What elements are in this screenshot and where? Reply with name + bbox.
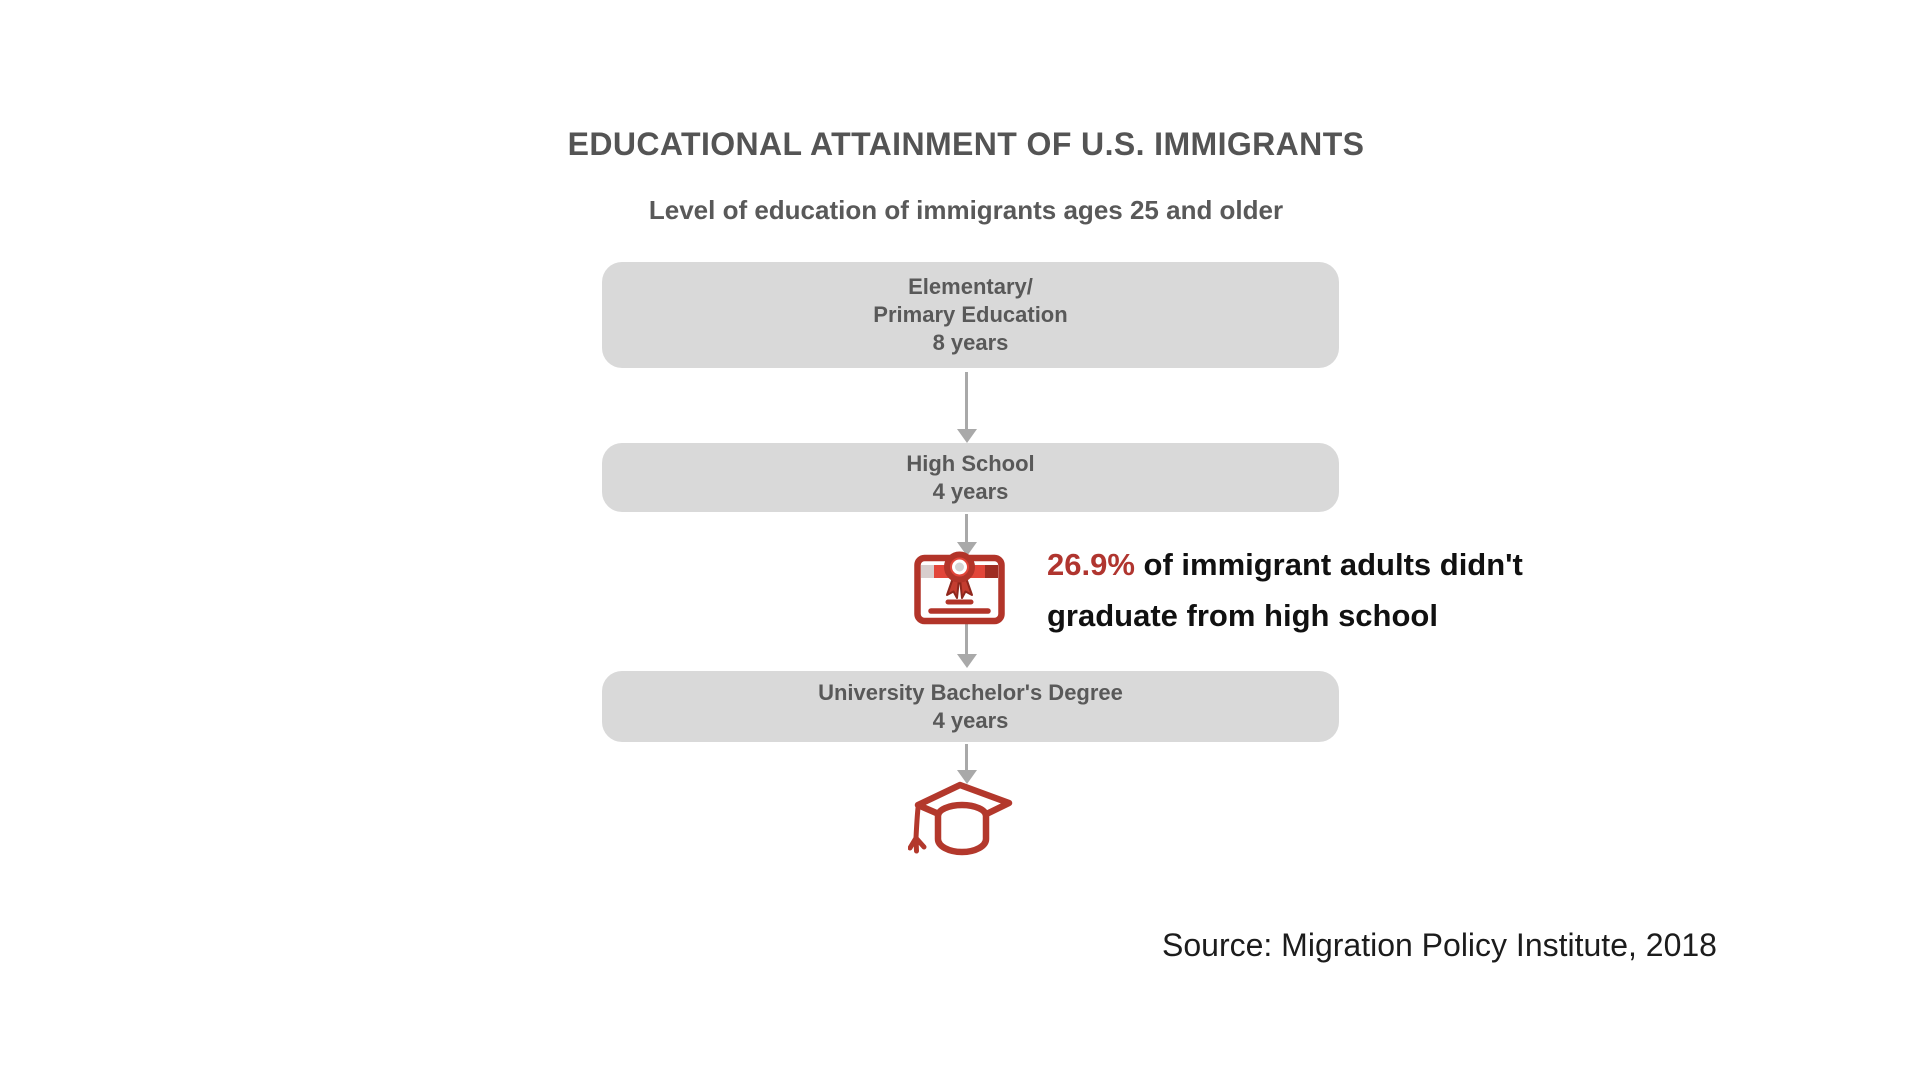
arrow-down-icon — [956, 372, 977, 443]
page-subtitle: Level of education of immigrants ages 25… — [648, 195, 1284, 225]
arrow-down-icon — [956, 744, 977, 784]
box-label-line: University Bachelor's Degree — [818, 679, 1123, 705]
arrow-down-icon — [956, 624, 977, 668]
arrow-shaft — [965, 624, 968, 654]
callout-line-2: graduate from high school — [1047, 598, 1438, 633]
flow-box-high-school: High School 4 years — [602, 443, 1339, 512]
box-label-line: 4 years — [932, 707, 1009, 733]
certificate-icon — [914, 551, 1005, 625]
callout-stat: 26.9% of immigrant adults didn't graduat… — [1047, 539, 1523, 641]
source-attribution: Source: Migration Policy Institute, 2018 — [1162, 927, 1717, 963]
callout-text: of immigrant adults didn't — [1134, 547, 1523, 582]
flow-box-elementary: Elementary/ Primary Education 8 years — [602, 262, 1339, 368]
box-label-line: Elementary/ — [908, 274, 1033, 299]
arrow-shaft — [965, 372, 968, 429]
arrow-head — [956, 429, 977, 443]
arrow-head — [956, 770, 977, 784]
flow-box-university: University Bachelor's Degree 4 years — [602, 671, 1339, 742]
callout-line-1: 26.9% of immigrant adults didn't — [1047, 539, 1523, 590]
box-label-line: High School — [906, 450, 1035, 476]
box-label-line: 4 years — [932, 478, 1009, 504]
stat-value: 26.9% — [1047, 547, 1135, 582]
arrow-shaft — [965, 744, 968, 770]
box-label-line: 8 years — [932, 330, 1009, 355]
arrow-head — [956, 654, 977, 668]
box-label-line: Primary Education — [873, 302, 1068, 327]
graduation-cap-icon — [908, 781, 1013, 856]
page-title: EDUCATIONAL ATTAINMENT OF U.S. IMMIGRANT… — [567, 126, 1365, 162]
arrow-shaft — [965, 514, 968, 542]
